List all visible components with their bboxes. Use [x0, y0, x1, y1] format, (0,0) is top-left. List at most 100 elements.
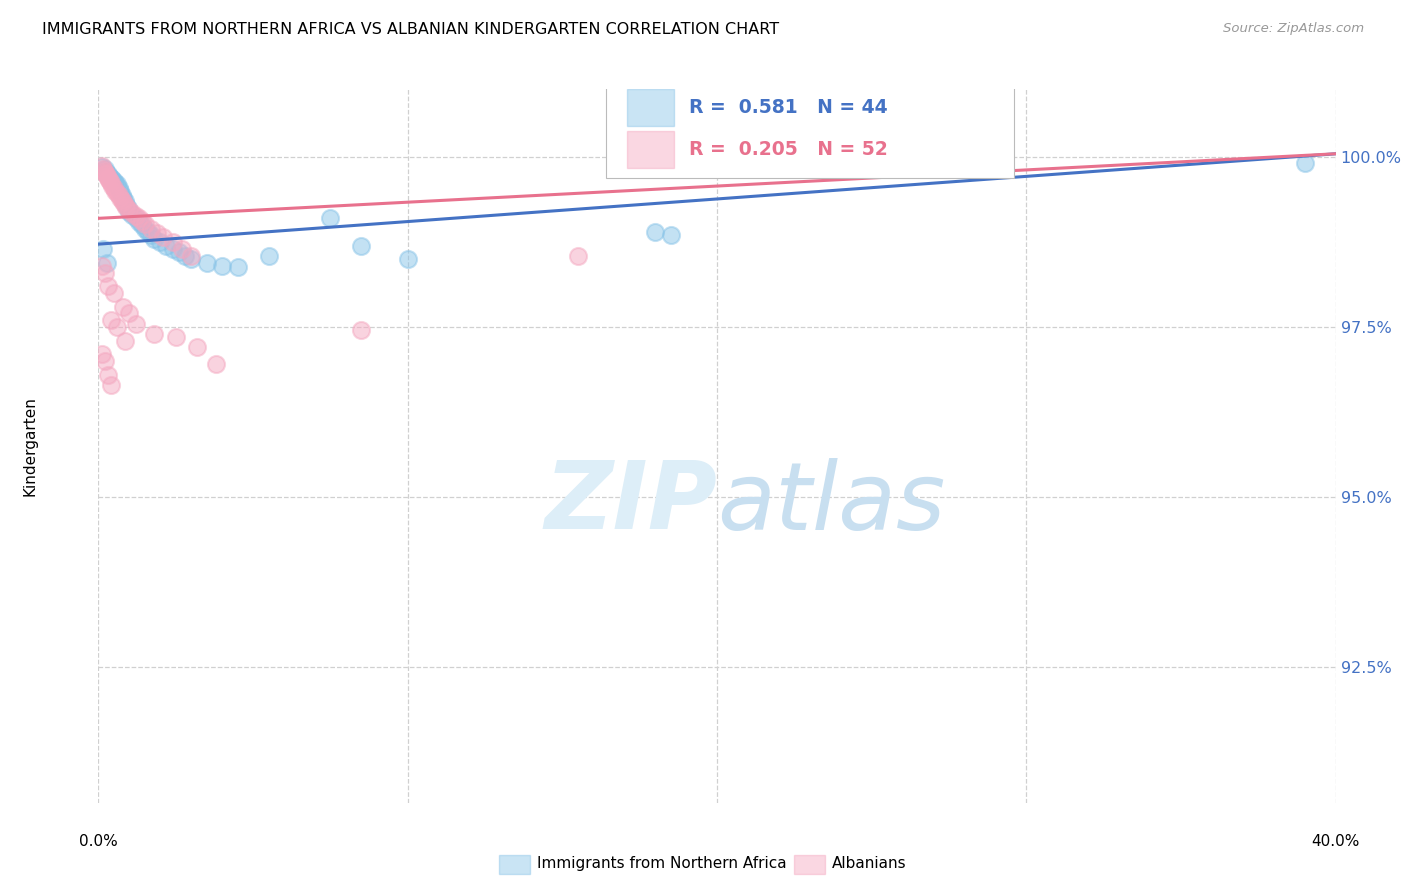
Point	[170, 242, 193, 256]
Point	[205, 358, 228, 372]
Point	[96, 255, 118, 269]
Point	[96, 167, 118, 181]
Text: IMMIGRANTS FROM NORTHERN AFRICA VS ALBANIAN KINDERGARTEN CORRELATION CHART: IMMIGRANTS FROM NORTHERN AFRICA VS ALBAN…	[42, 22, 779, 37]
Point	[152, 230, 174, 244]
Text: Kindergarten: Kindergarten	[22, 396, 38, 496]
Point	[105, 178, 128, 192]
Point	[180, 252, 202, 266]
Text: Albanians: Albanians	[832, 856, 907, 871]
Point	[165, 330, 187, 344]
Point	[139, 221, 162, 235]
Point	[131, 214, 153, 228]
Point	[97, 368, 120, 382]
Point	[115, 198, 138, 212]
Point	[167, 245, 190, 260]
Point	[111, 187, 132, 202]
FancyBboxPatch shape	[627, 130, 673, 168]
Point	[117, 201, 139, 215]
Point	[114, 334, 136, 348]
Point	[112, 191, 135, 205]
Point	[257, 249, 280, 263]
Point	[211, 259, 233, 273]
Point	[350, 238, 373, 252]
Point	[98, 172, 121, 186]
Point	[143, 232, 166, 246]
Point	[93, 163, 115, 178]
Point	[131, 218, 153, 232]
Point	[644, 225, 666, 239]
Point	[91, 242, 114, 256]
Point	[136, 225, 159, 239]
Point	[97, 167, 120, 181]
Point	[103, 180, 125, 194]
Point	[100, 313, 122, 327]
Point	[101, 178, 124, 193]
Point	[396, 252, 419, 266]
Point	[139, 228, 162, 243]
Point	[105, 186, 128, 201]
Point	[162, 242, 184, 256]
Point	[162, 235, 184, 249]
Point	[98, 174, 121, 188]
Point	[186, 341, 208, 355]
Point	[121, 208, 143, 222]
Point	[350, 323, 373, 337]
Point	[121, 206, 143, 220]
Point	[115, 200, 138, 214]
Text: R =  0.205   N = 52: R = 0.205 N = 52	[689, 140, 887, 159]
Point	[174, 249, 197, 263]
Point	[104, 176, 127, 190]
Point	[567, 249, 589, 263]
Point	[124, 317, 146, 331]
Point	[108, 184, 131, 198]
Point	[100, 176, 122, 190]
Point	[128, 211, 150, 226]
Point	[93, 266, 115, 280]
Point	[1294, 155, 1316, 169]
Point	[143, 326, 166, 341]
Point	[108, 191, 131, 205]
Text: 0.0%: 0.0%	[79, 834, 118, 849]
Point	[90, 161, 112, 175]
Point	[91, 259, 114, 273]
Point	[91, 347, 114, 361]
Point	[134, 221, 156, 235]
Point	[107, 188, 129, 202]
Point	[111, 193, 132, 207]
FancyBboxPatch shape	[606, 71, 1014, 178]
Point	[93, 162, 115, 177]
Text: R =  0.581   N = 44: R = 0.581 N = 44	[689, 98, 887, 117]
Point	[103, 286, 125, 301]
Point	[146, 227, 169, 241]
Text: atlas: atlas	[717, 458, 945, 549]
Point	[96, 169, 118, 184]
Point	[128, 215, 150, 229]
Point	[100, 377, 122, 392]
Point	[103, 174, 125, 188]
Point	[124, 211, 146, 226]
Point	[659, 228, 682, 243]
Point	[124, 209, 146, 223]
Text: 40.0%: 40.0%	[1312, 834, 1360, 849]
Point	[155, 238, 177, 252]
Text: Immigrants from Northern Africa: Immigrants from Northern Africa	[537, 856, 787, 871]
Point	[112, 300, 135, 314]
Point	[118, 203, 141, 218]
Point	[90, 159, 112, 173]
FancyBboxPatch shape	[627, 89, 673, 127]
Point	[226, 260, 249, 275]
Point	[96, 165, 118, 179]
Point	[118, 306, 141, 320]
Point	[101, 172, 124, 186]
Point	[97, 279, 120, 293]
Point	[91, 161, 114, 176]
Point	[107, 180, 129, 194]
Text: ZIP: ZIP	[544, 457, 717, 549]
Point	[149, 235, 172, 249]
Point	[114, 194, 136, 209]
Point	[100, 170, 122, 185]
Point	[94, 166, 117, 180]
Point	[112, 194, 135, 209]
Point	[97, 170, 120, 185]
Point	[118, 204, 141, 219]
